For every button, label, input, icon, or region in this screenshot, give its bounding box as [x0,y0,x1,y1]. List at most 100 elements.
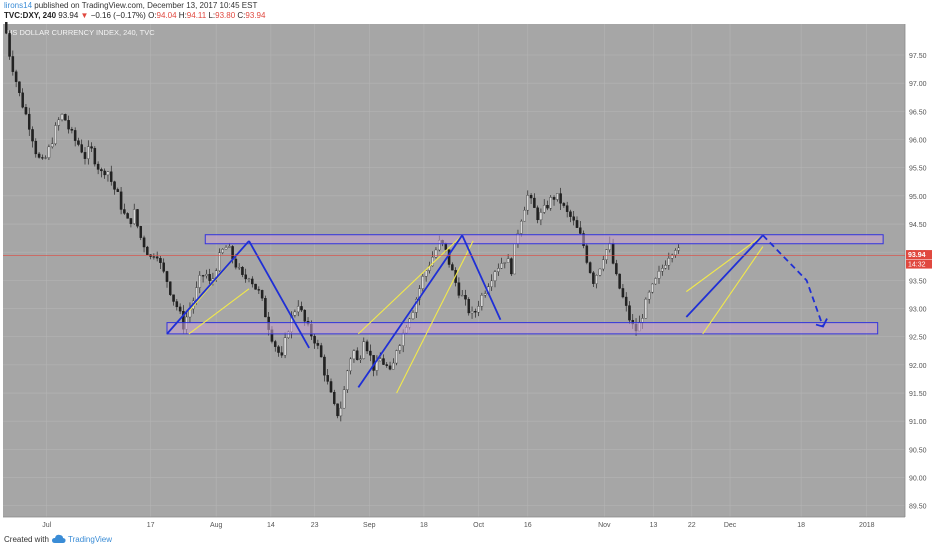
x-tick-label: Dec [724,522,737,529]
candle-body [661,268,664,272]
trend-arrow [357,234,463,388]
candle-body [506,258,510,263]
price-chart[interactable]: 89.50 90.00 90.50 91.00 91.50 92.00 92.50 93.00… [0,17,932,530]
candle-body [27,113,31,130]
x-tick-label: 14 [267,522,275,529]
y-tick-label: 92.00 [909,363,927,370]
published-text: published on TradingView.com, December 1… [34,1,258,10]
candle-body [178,306,182,312]
candle-body [257,289,261,291]
candle-body [349,358,352,372]
low-label: L: [208,11,216,20]
candle-body [224,247,228,250]
tradingview-link[interactable]: TradingView [68,535,113,544]
candle-body [470,311,474,314]
candle-body [382,358,385,365]
ohlc-line: TVC:DXY, 240 93.94 ▼ −0.16 (−0.17%) O:94… [4,11,265,20]
candle-body [326,375,329,382]
candle-body [44,157,47,159]
candle-body [647,291,651,300]
candle-body [503,262,507,264]
y-tick-label: 96.00 [909,138,927,145]
candle-body [592,272,595,284]
low-value: 93.80 [215,11,236,20]
candle-body [123,209,126,214]
candle-body [539,212,543,221]
y-tick-label: 97.50 [909,53,927,60]
candle-body [323,356,326,376]
candle-body [50,143,54,148]
candle-body [434,249,438,258]
chart-title: US DOLLAR CURRENCY INDEX, 240, TVC [7,28,155,37]
candle-body [47,146,51,158]
candle-body [54,125,57,144]
candle-body [415,299,418,313]
candle-body [57,119,61,126]
candle-body [93,148,97,165]
candle-body [395,350,398,364]
y-tick-label: 92.50 [909,335,927,342]
y-tick-label: 93.00 [909,307,927,314]
candle-body [251,278,254,285]
candle-body [152,256,156,258]
candle-body [378,358,382,362]
candle-body [510,258,513,275]
x-tick-label: 18 [420,522,428,529]
candle-body [474,311,477,313]
x-tick-label: Aug [210,522,223,529]
candle-body [90,146,93,149]
candle-body [264,298,267,318]
candle-body [113,181,116,190]
candle-body [365,341,369,352]
candle-body [628,305,631,321]
open-value: 94.04 [156,11,177,20]
candle-body [460,295,464,297]
candle-body [277,346,280,353]
candle-body [218,252,221,271]
tradingview-cloud-icon [52,534,66,543]
candle-body [41,157,44,159]
countdown-label: 14:32 [908,262,926,269]
candle-body [80,144,83,153]
candle-body [234,258,238,268]
candle-body [565,205,569,212]
candle-body [64,114,67,121]
candle-body [244,274,247,280]
candle-body [552,197,556,200]
candle-body [355,350,359,361]
footer: Created with TradingView [0,530,932,550]
candle-body [14,71,18,82]
candle-body [529,195,533,199]
candle-body [11,56,15,72]
candle-body [667,258,671,266]
candle-body [60,114,64,121]
candle-body [198,275,202,288]
y-tick-label: 95.50 [909,166,927,173]
candle-body [411,312,415,320]
candle-body [595,275,598,284]
high-label: H: [178,11,187,20]
candle-body [559,193,562,204]
trend-arrow [461,234,502,321]
change-down-icon: ▼ [80,11,89,20]
chart-area[interactable]: 89.50 90.00 90.50 91.00 91.50 92.00 92.50 93.00… [0,17,932,530]
candle-body [401,332,405,346]
trend-arrow [248,240,310,349]
candle-body [254,283,257,290]
candle-body [339,407,343,417]
candle-body [329,381,333,393]
candle-body [519,220,523,234]
candle-body [346,370,349,390]
candle-body [572,216,575,221]
candle-body [467,299,471,314]
y-tick-label: 90.00 [909,476,927,483]
plot-background [3,24,905,517]
author-link[interactable]: lirons14 [4,1,33,10]
candle-body [362,341,366,359]
change-value: −0.16 (−0.17%) [90,11,146,20]
last-price: 93.94 [58,11,79,20]
candle-body [37,153,41,158]
candle-body [159,258,162,263]
candle-body [369,350,372,356]
candle-body [333,392,336,404]
